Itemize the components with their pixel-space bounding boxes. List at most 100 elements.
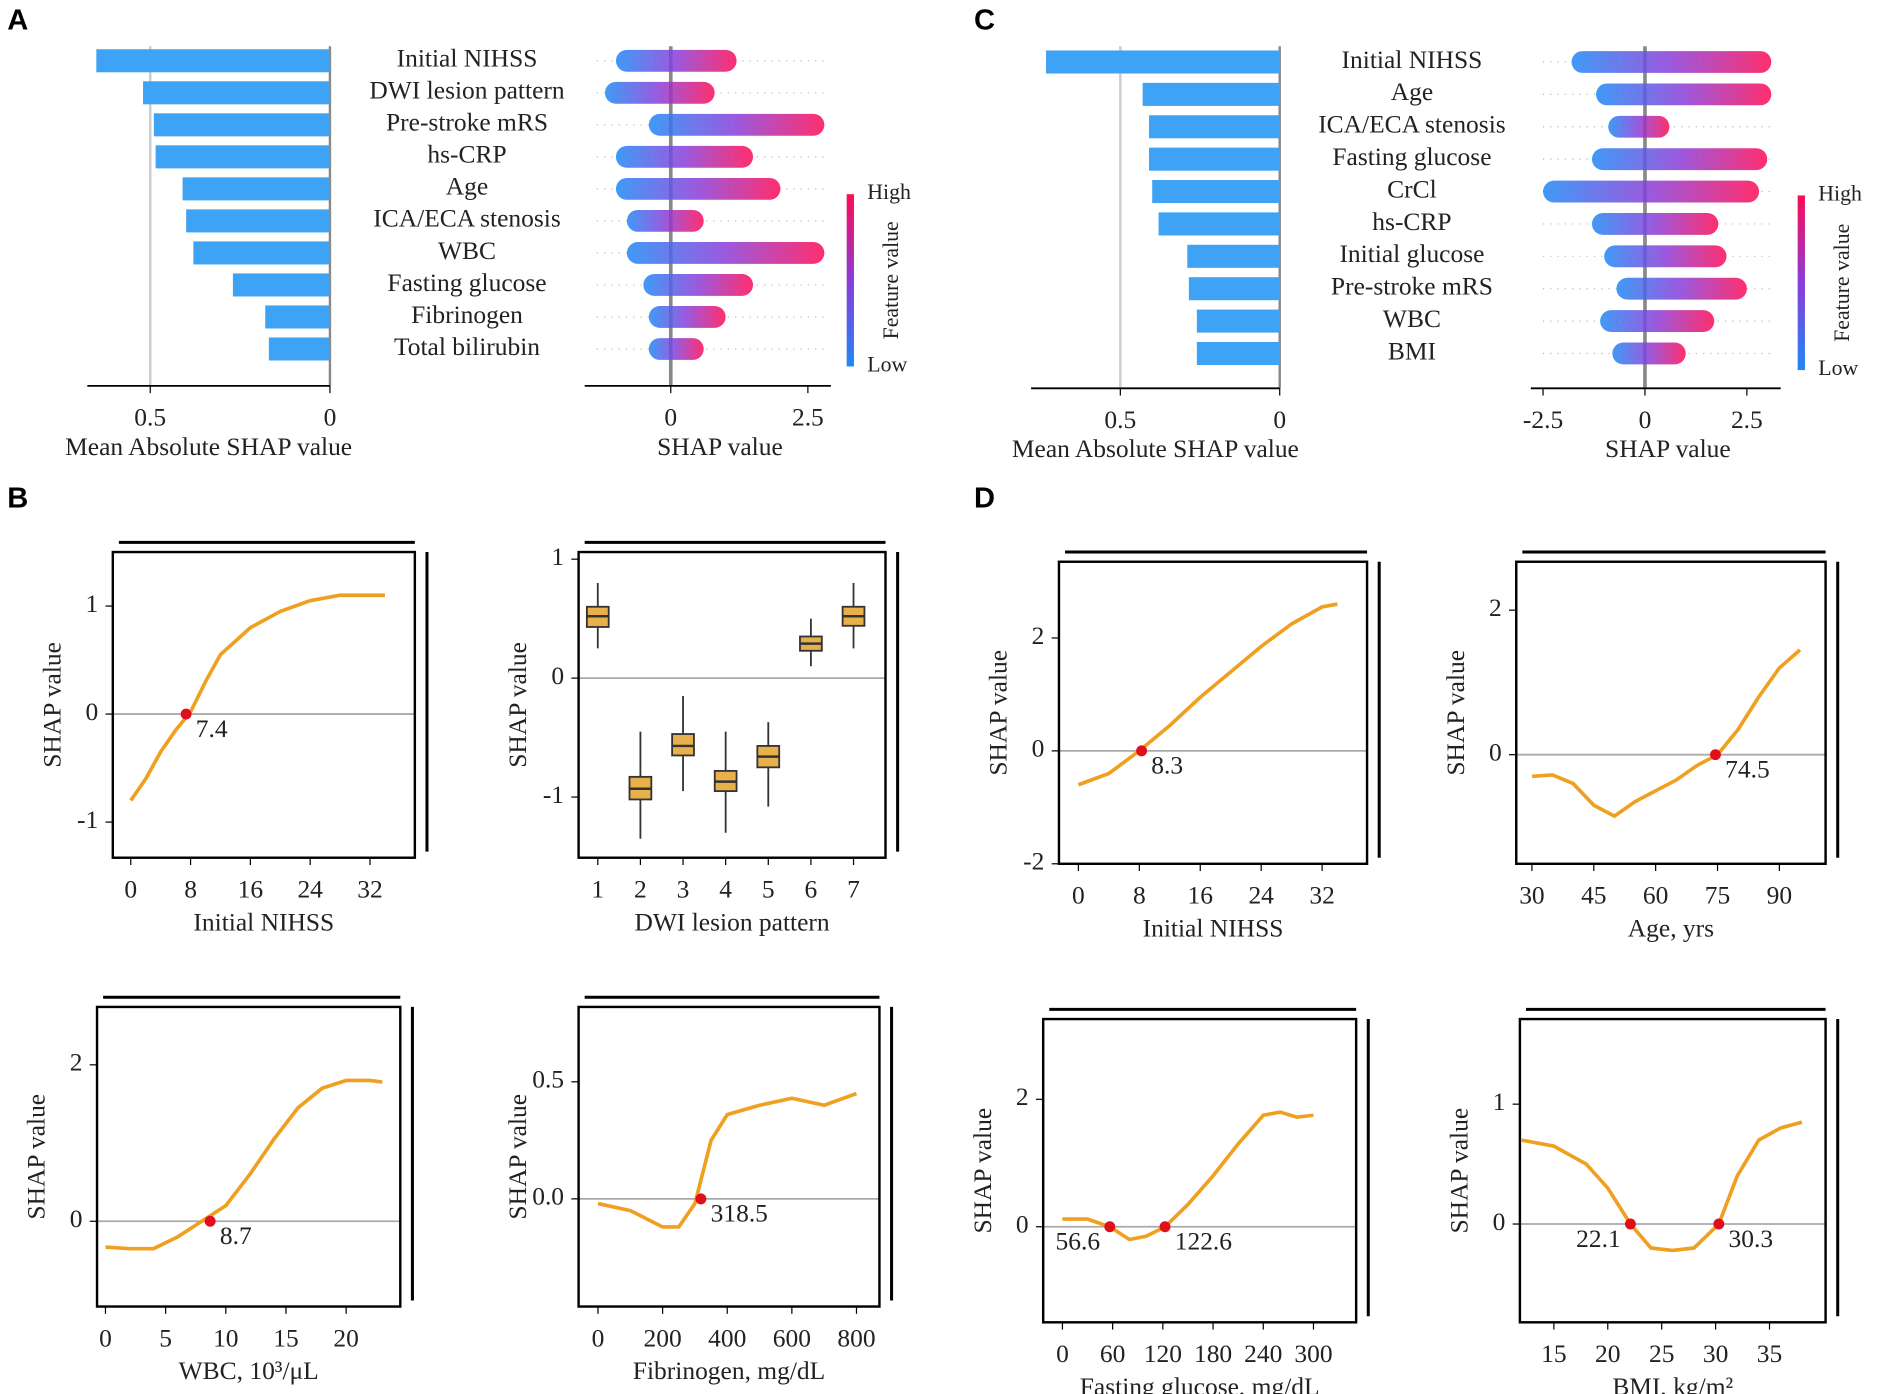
swarm-range: [1616, 277, 1747, 300]
x-tick-label: 5: [159, 1323, 172, 1352]
threshold-point: [1624, 1218, 1636, 1230]
threshold-point: [204, 1215, 216, 1227]
x-tick-label: 16: [1188, 881, 1213, 910]
bar: [193, 241, 330, 265]
bar: [265, 305, 330, 329]
bar: [1158, 212, 1280, 236]
category-label: hs-CRP: [1372, 207, 1451, 236]
x-tick-label: 75: [1705, 881, 1730, 910]
y-tick-label: 0: [70, 1204, 83, 1233]
x-tick-label: 10: [213, 1323, 238, 1352]
y-axis-label: SHAP value: [1445, 1108, 1474, 1234]
swarm-range: [615, 145, 754, 168]
threshold-label: 22.1: [1576, 1224, 1621, 1253]
threshold-label: 30.3: [1729, 1224, 1774, 1253]
colorbar-low: Low: [1818, 356, 1858, 380]
plot-frame: [111, 550, 417, 859]
swarm-range: [1612, 342, 1686, 365]
x-axis-label: Initial NIHSS: [193, 907, 334, 936]
bar: [1188, 277, 1280, 301]
x-tick-label: 0.5: [134, 403, 166, 432]
x-axis-label: DWI lesion pattern: [634, 907, 829, 936]
category-label: Initial NIHSS: [397, 44, 538, 73]
y-tick-label: 0: [1493, 1207, 1506, 1236]
y-tick-label: 1: [86, 589, 99, 618]
panel-label: B: [7, 483, 28, 515]
x-tick-label: 400: [708, 1323, 746, 1352]
panel-label: C: [974, 5, 995, 37]
colorbar: [1797, 195, 1805, 371]
y-tick-label: 2: [70, 1048, 83, 1077]
bar: [1046, 50, 1280, 74]
x-axis-label: Fibrinogen, mg/dL: [633, 1356, 825, 1385]
x-tick-label: 0: [124, 875, 137, 904]
bar: [232, 273, 330, 297]
x-tick-label: 24: [1248, 881, 1274, 910]
x-tick-label: 30: [1519, 881, 1544, 910]
y-tick-label: 2: [1016, 1082, 1029, 1111]
y-axis-label: SHAP value: [503, 642, 532, 768]
swarm-range: [1604, 245, 1727, 268]
y-axis-label: SHAP value: [1441, 650, 1470, 776]
x-tick-label: 4: [719, 875, 732, 904]
swarm-range: [648, 338, 704, 360]
category-label: Pre-stroke mRS: [386, 108, 548, 137]
threshold-point: [180, 708, 192, 720]
threshold-label: 7.4: [196, 714, 228, 743]
colorbar-label: Feature value: [1830, 224, 1854, 342]
x-tick-label: 6: [805, 875, 818, 904]
x-axis-label: Age, yrs: [1628, 913, 1714, 942]
x-axis-label: Mean Absolute SHAP value: [65, 432, 352, 461]
category-label: Fasting glucose: [1332, 142, 1491, 171]
plot-frame: [1057, 560, 1369, 866]
bar: [1152, 180, 1280, 204]
x-tick-label: 25: [1649, 1339, 1674, 1368]
threshold-point: [1710, 749, 1721, 761]
plot-frame: [577, 550, 887, 859]
x-tick-label: 600: [773, 1323, 811, 1352]
swarm-range: [1543, 180, 1760, 203]
fit-line: [129, 593, 385, 802]
category-label: WBC: [438, 236, 496, 265]
x-tick-label: 0: [1056, 1339, 1069, 1368]
x-tick-label: -2.5: [1523, 405, 1563, 434]
x-tick-label: 200: [644, 1323, 682, 1352]
swarm-range: [626, 209, 704, 232]
swarm-range: [648, 306, 726, 328]
x-tick-label: 20: [1595, 1339, 1620, 1368]
x-tick-label: 24: [297, 875, 323, 904]
x-tick-label: 7: [847, 875, 860, 904]
category-label: Total bilirubin: [394, 332, 540, 361]
threshold-label: 122.6: [1175, 1227, 1232, 1256]
x-tick-label: 300: [1294, 1339, 1332, 1368]
bar: [1142, 82, 1280, 106]
colorbar-low: Low: [867, 352, 907, 376]
x-axis-label: Mean Absolute SHAP value: [1012, 434, 1299, 463]
bar: [153, 113, 330, 137]
y-tick-label: 0: [551, 661, 564, 690]
bar: [1187, 244, 1280, 268]
x-tick-label: 0: [1072, 881, 1085, 910]
y-axis-label: SHAP value: [984, 650, 1013, 776]
x-tick-label: 0.5: [1104, 405, 1136, 434]
y-axis-label: SHAP value: [22, 1094, 51, 1220]
fit-line: [597, 1091, 858, 1229]
x-tick-label: 60: [1100, 1339, 1125, 1368]
swarm-range: [1608, 115, 1670, 138]
threshold-point: [1104, 1221, 1116, 1233]
y-axis-label: SHAP value: [37, 642, 66, 768]
x-tick-label: 32: [357, 875, 382, 904]
swarm-range: [648, 113, 825, 136]
category-label: ICA/ECA stenosis: [1318, 110, 1505, 139]
x-tick-label: 15: [1541, 1339, 1566, 1368]
fit-line: [1062, 1110, 1314, 1242]
y-tick-label: 0.5: [532, 1065, 564, 1094]
x-tick-label: 2.5: [1731, 405, 1763, 434]
y-tick-label: 2: [1489, 593, 1502, 622]
y-tick-label: 2: [1032, 621, 1045, 650]
x-axis-label: Fasting glucose, mg/dL: [1080, 1372, 1320, 1394]
bar: [268, 337, 330, 361]
y-tick-label: -2: [1023, 847, 1044, 876]
